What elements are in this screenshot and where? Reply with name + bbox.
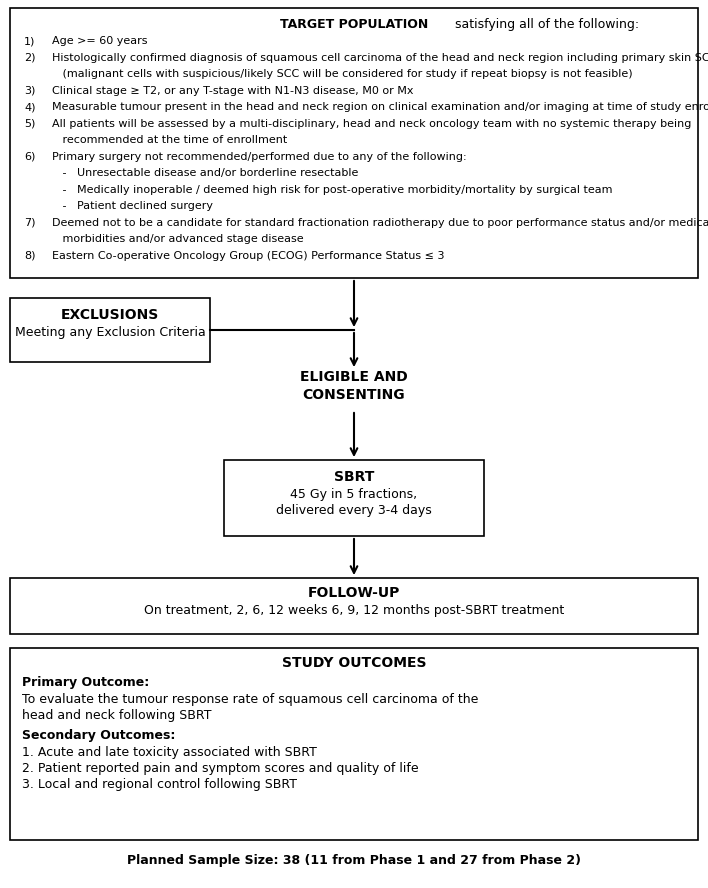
Text: 5): 5) bbox=[24, 118, 35, 129]
Text: head and neck following SBRT: head and neck following SBRT bbox=[22, 709, 212, 722]
Text: morbidities and/or advanced stage disease: morbidities and/or advanced stage diseas… bbox=[52, 234, 304, 244]
Text: EXCLUSIONS: EXCLUSIONS bbox=[61, 308, 159, 322]
Text: Planned Sample Size: 38 (11 from Phase 1 and 27 from Phase 2): Planned Sample Size: 38 (11 from Phase 1… bbox=[127, 854, 581, 867]
Bar bbox=[10, 298, 210, 362]
Text: On treatment, 2, 6, 12 weeks 6, 9, 12 months post-SBRT treatment: On treatment, 2, 6, 12 weeks 6, 9, 12 mo… bbox=[144, 604, 564, 617]
Text: STUDY OUTCOMES: STUDY OUTCOMES bbox=[282, 656, 426, 670]
Text: recommended at the time of enrollment: recommended at the time of enrollment bbox=[52, 135, 287, 145]
Text: delivered every 3-4 days: delivered every 3-4 days bbox=[276, 504, 432, 517]
Text: FOLLOW-UP: FOLLOW-UP bbox=[308, 586, 400, 600]
Text: Meeting any Exclusion Criteria: Meeting any Exclusion Criteria bbox=[15, 326, 205, 339]
Text: -   Patient declined surgery: - Patient declined surgery bbox=[52, 201, 213, 211]
Text: 6): 6) bbox=[24, 152, 35, 162]
Text: 1): 1) bbox=[24, 36, 35, 46]
Bar bbox=[224, 460, 484, 536]
Text: 2): 2) bbox=[24, 52, 35, 62]
Text: Clinical stage ≥ T2, or any T-stage with N1-N3 disease, M0 or Mx: Clinical stage ≥ T2, or any T-stage with… bbox=[52, 85, 413, 96]
Text: 2. Patient reported pain and symptom scores and quality of life: 2. Patient reported pain and symptom sco… bbox=[22, 762, 418, 775]
Text: Measurable tumour present in the head and neck region on clinical examination an: Measurable tumour present in the head an… bbox=[52, 102, 708, 112]
Text: Deemed not to be a candidate for standard fractionation radiotherapy due to poor: Deemed not to be a candidate for standar… bbox=[52, 218, 708, 227]
Text: CONSENTING: CONSENTING bbox=[303, 388, 405, 402]
Text: -   Unresectable disease and/or borderline resectable: - Unresectable disease and/or borderline… bbox=[52, 168, 358, 178]
Text: Eastern Co-operative Oncology Group (ECOG) Performance Status ≤ 3: Eastern Co-operative Oncology Group (ECO… bbox=[52, 250, 445, 260]
Text: 3): 3) bbox=[24, 85, 35, 96]
Bar bbox=[10, 648, 698, 840]
Text: 8): 8) bbox=[24, 250, 35, 260]
Text: 4): 4) bbox=[24, 102, 35, 112]
Text: Secondary Outcomes:: Secondary Outcomes: bbox=[22, 729, 176, 742]
Text: (malignant cells with suspicious/likely SCC will be considered for study if repe: (malignant cells with suspicious/likely … bbox=[52, 69, 633, 79]
Text: 45 Gy in 5 fractions,: 45 Gy in 5 fractions, bbox=[290, 488, 418, 501]
Text: TARGET POPULATION: TARGET POPULATION bbox=[280, 18, 428, 31]
Text: ELIGIBLE AND: ELIGIBLE AND bbox=[300, 370, 408, 384]
Text: 1. Acute and late toxicity associated with SBRT: 1. Acute and late toxicity associated wi… bbox=[22, 746, 317, 759]
Text: All patients will be assessed by a multi-disciplinary, head and neck oncology te: All patients will be assessed by a multi… bbox=[52, 118, 692, 129]
Text: SBRT: SBRT bbox=[333, 470, 375, 484]
Text: -   Medically inoperable / deemed high risk for post-operative morbidity/mortali: - Medically inoperable / deemed high ris… bbox=[52, 185, 612, 194]
Bar bbox=[10, 8, 698, 278]
Text: satisfying all of the following:: satisfying all of the following: bbox=[451, 18, 639, 31]
Text: 3. Local and regional control following SBRT: 3. Local and regional control following … bbox=[22, 778, 297, 791]
Text: Primary Outcome:: Primary Outcome: bbox=[22, 676, 149, 689]
Text: 7): 7) bbox=[24, 218, 35, 227]
Bar bbox=[10, 578, 698, 634]
Text: To evaluate the tumour response rate of squamous cell carcinoma of the: To evaluate the tumour response rate of … bbox=[22, 693, 479, 706]
Text: Age >= 60 years: Age >= 60 years bbox=[52, 36, 147, 46]
Text: Primary surgery not recommended/performed due to any of the following:: Primary surgery not recommended/performe… bbox=[52, 152, 467, 162]
Text: Histologically confirmed diagnosis of squamous cell carcinoma of the head and ne: Histologically confirmed diagnosis of sq… bbox=[52, 52, 708, 62]
